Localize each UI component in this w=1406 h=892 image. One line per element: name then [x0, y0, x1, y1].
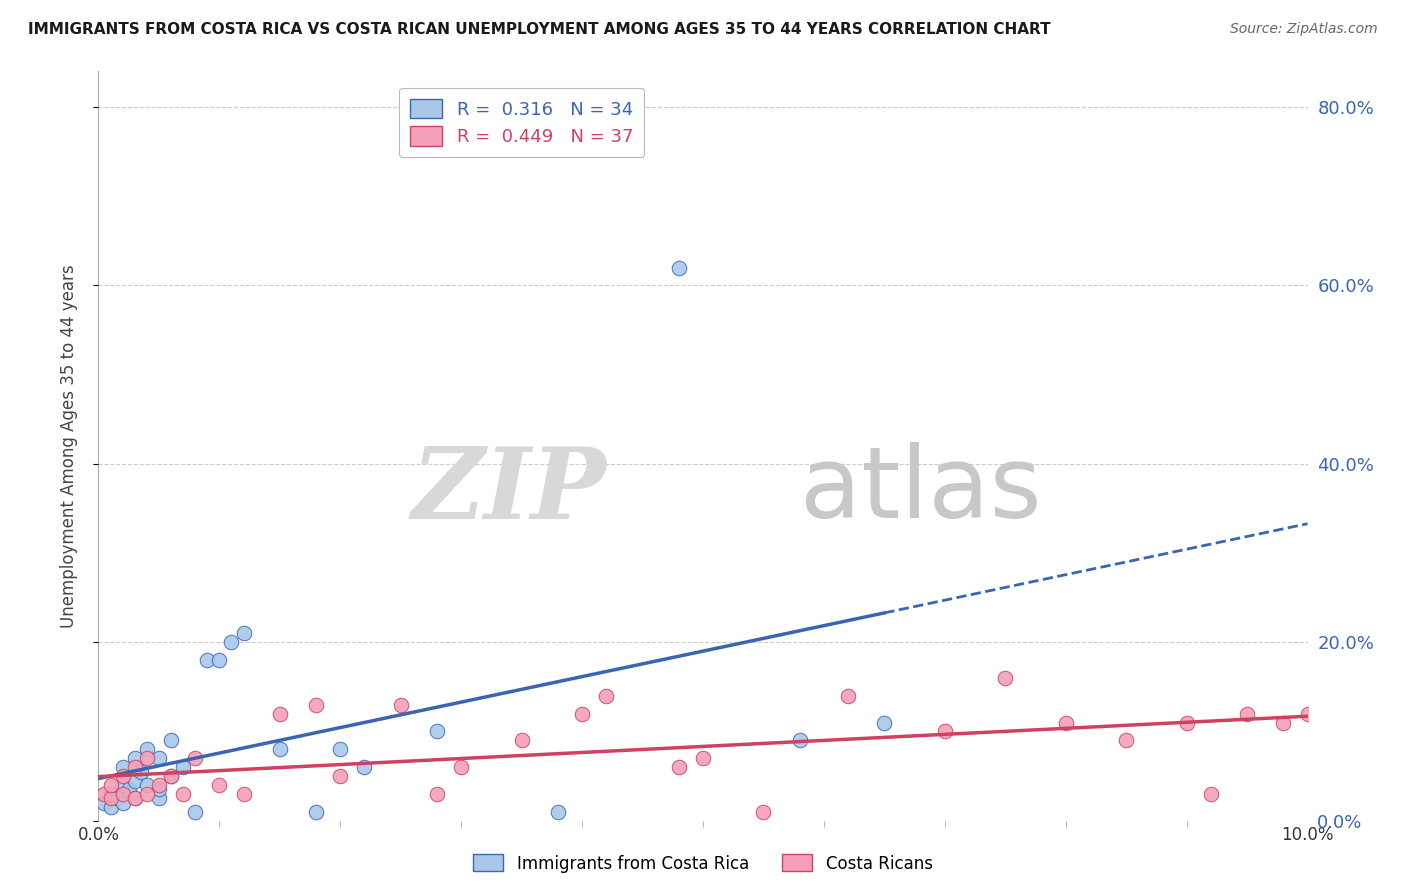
- Point: [135, 787, 157, 801]
- Point: [124, 791, 146, 805]
- Point: [450, 760, 472, 774]
- Point: [93, 796, 115, 810]
- Point: [837, 689, 859, 703]
- Text: IMMIGRANTS FROM COSTA RICA VS COSTA RICAN UNEMPLOYMENT AMONG AGES 35 TO 44 YEARS: IMMIGRANTS FROM COSTA RICA VS COSTA RICA…: [28, 22, 1050, 37]
- Point: [135, 742, 157, 756]
- Point: [595, 689, 617, 703]
- Point: [100, 800, 122, 814]
- Point: [1272, 715, 1295, 730]
- Point: [148, 791, 170, 805]
- Point: [547, 805, 569, 819]
- Point: [426, 724, 449, 739]
- Point: [510, 733, 533, 747]
- Point: [1199, 787, 1222, 801]
- Point: [148, 782, 170, 797]
- Point: [148, 751, 170, 765]
- Point: [692, 751, 714, 765]
- Point: [100, 791, 122, 805]
- Point: [269, 706, 291, 721]
- Point: [208, 653, 231, 667]
- Point: [269, 742, 291, 756]
- Point: [329, 769, 352, 783]
- Point: [305, 698, 328, 712]
- Point: [118, 782, 141, 797]
- Point: [184, 805, 207, 819]
- Point: [172, 787, 194, 801]
- Point: [668, 760, 690, 774]
- Point: [111, 796, 134, 810]
- Legend: R =  0.316   N = 34, R =  0.449   N = 37: R = 0.316 N = 34, R = 0.449 N = 37: [399, 88, 644, 157]
- Point: [124, 791, 146, 805]
- Point: [105, 791, 128, 805]
- Point: [160, 733, 183, 747]
- Point: [305, 805, 328, 819]
- Text: Source: ZipAtlas.com: Source: ZipAtlas.com: [1230, 22, 1378, 37]
- Point: [873, 715, 896, 730]
- Point: [111, 769, 134, 783]
- Point: [571, 706, 593, 721]
- Point: [100, 787, 122, 801]
- Point: [232, 787, 254, 801]
- Point: [124, 760, 146, 774]
- Text: atlas: atlas: [800, 442, 1042, 540]
- Point: [172, 760, 194, 774]
- Point: [100, 778, 122, 792]
- Point: [1175, 715, 1198, 730]
- Point: [668, 260, 690, 275]
- Point: [111, 760, 134, 774]
- Point: [124, 773, 146, 788]
- Point: [232, 626, 254, 640]
- Point: [789, 733, 811, 747]
- Point: [1115, 733, 1137, 747]
- Point: [426, 787, 449, 801]
- Legend: Immigrants from Costa Rica, Costa Ricans: Immigrants from Costa Rica, Costa Ricans: [467, 847, 939, 880]
- Point: [389, 698, 412, 712]
- Point: [353, 760, 375, 774]
- Point: [129, 764, 152, 779]
- Point: [195, 653, 218, 667]
- Point: [124, 751, 146, 765]
- Point: [135, 778, 157, 792]
- Point: [160, 769, 183, 783]
- Point: [135, 751, 157, 765]
- Point: [1054, 715, 1077, 730]
- Y-axis label: Unemployment Among Ages 35 to 44 years: Unemployment Among Ages 35 to 44 years: [59, 264, 77, 628]
- Point: [221, 635, 243, 649]
- Point: [160, 769, 183, 783]
- Point: [329, 742, 352, 756]
- Point: [1296, 706, 1319, 721]
- Point: [148, 778, 170, 792]
- Point: [1236, 706, 1258, 721]
- Point: [208, 778, 231, 792]
- Point: [111, 778, 134, 792]
- Point: [93, 787, 115, 801]
- Point: [111, 787, 134, 801]
- Point: [184, 751, 207, 765]
- Point: [994, 671, 1017, 685]
- Point: [934, 724, 956, 739]
- Text: ZIP: ZIP: [412, 442, 606, 539]
- Point: [752, 805, 775, 819]
